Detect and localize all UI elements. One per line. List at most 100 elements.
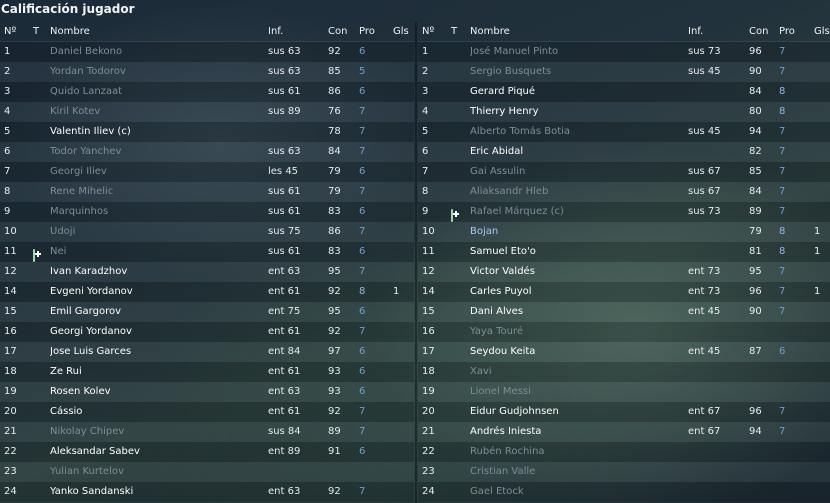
- table-row[interactable]: 21 Nikolay Chipev sus 84 89 7: [0, 422, 414, 442]
- player-condition: 97: [328, 346, 341, 357]
- player-info: sus 75: [268, 226, 301, 237]
- player-number: 2: [4, 66, 11, 77]
- table-row[interactable]: 6 Todor Yanchev sus 63 84 7: [0, 142, 414, 162]
- green-plus-icon: [451, 209, 453, 222]
- header-condition[interactable]: Con: [328, 26, 348, 37]
- table-row[interactable]: 3 Quido Lanzaat sus 61 86 6: [0, 82, 414, 102]
- player-info: ent 61: [268, 406, 301, 417]
- table-row[interactable]: 18 Ze Rui ent 61 93 6: [0, 362, 414, 382]
- header-condition[interactable]: Con: [749, 26, 769, 37]
- table-row[interactable]: 21 Andrés Iniesta ent 67 94 7: [418, 422, 830, 442]
- player-number: 19: [422, 386, 435, 397]
- table-row[interactable]: 22 Aleksandar Sabev ent 89 91 6: [0, 442, 414, 462]
- table-row[interactable]: 19 Lionel Messi: [418, 382, 830, 402]
- player-rating: 7: [359, 326, 366, 337]
- table-row[interactable]: 24 Yanko Sandanski ent 63 92 7: [0, 482, 414, 502]
- header-goals[interactable]: Gls: [814, 26, 830, 37]
- player-info: sus 73: [688, 206, 721, 217]
- table-row[interactable]: 23 Yulian Kurtelov: [0, 462, 414, 482]
- player-info: sus 63: [268, 66, 301, 77]
- table-row[interactable]: 24 Gael Etock: [418, 482, 830, 502]
- table-row[interactable]: 15 Emil Gargorov ent 75 95 6: [0, 302, 414, 322]
- table-row[interactable]: 16 Georgi Yordanov ent 61 92 7: [0, 322, 414, 342]
- table-row[interactable]: 5 Valentin Iliev (c) 78 7: [0, 122, 414, 142]
- table-row[interactable]: 20 Cássio ent 61 92 7: [0, 402, 414, 422]
- player-rating: 7: [359, 106, 366, 117]
- table-row[interactable]: 4 Kiril Kotev sus 89 76 7: [0, 102, 414, 122]
- table-row[interactable]: 17 Jose Luis Garces ent 84 97 6: [0, 342, 414, 362]
- table-row[interactable]: 9 Marquinhos sus 61 83 6: [0, 202, 414, 222]
- player-rating: 8: [779, 106, 786, 117]
- table-row[interactable]: 8 Rene Mihelic sus 61 79 7: [0, 182, 414, 202]
- player-info: sus 84: [268, 426, 301, 437]
- table-row[interactable]: 15 Dani Alves ent 45 90 7: [418, 302, 830, 322]
- player-condition: 94: [749, 426, 762, 437]
- player-condition: 91: [328, 446, 341, 457]
- player-info: ent 73: [688, 266, 721, 277]
- table-row[interactable]: 20 Eidur Gudjohnsen ent 67 96 7: [418, 402, 830, 422]
- player-condition: 79: [328, 186, 341, 197]
- player-number: 1: [4, 46, 11, 57]
- player-name: Yulian Kurtelov: [50, 466, 124, 477]
- table-row[interactable]: 4 Thierry Henry 80 8: [418, 102, 830, 122]
- header-type[interactable]: T: [451, 26, 458, 37]
- table-row[interactable]: 22 Rubén Rochina: [418, 442, 830, 462]
- table-row[interactable]: 2 Sergio Busquets sus 45 90 7: [418, 62, 830, 82]
- header-rating[interactable]: Pro: [359, 26, 375, 37]
- table-row[interactable]: 16 Yaya Touré: [418, 322, 830, 342]
- header-number[interactable]: Nº: [422, 26, 435, 37]
- player-rating: 6: [359, 306, 366, 317]
- table-row[interactable]: 1 José Manuel Pinto sus 73 96 7: [418, 42, 830, 62]
- table-row[interactable]: 18 Xavi: [418, 362, 830, 382]
- table-row[interactable]: 12 Ivan Karadzhov ent 63 95 7: [0, 262, 414, 282]
- table-row[interactable]: 14 Carles Puyol ent 73 96 7 1: [418, 282, 830, 302]
- table-row[interactable]: 23 Cristian Valle: [418, 462, 830, 482]
- page-title: Calificación jugador: [1, 2, 135, 16]
- table-row[interactable]: 3 Gerard Piqué 84 8: [418, 82, 830, 102]
- player-rating: 7: [779, 66, 786, 77]
- header-rating[interactable]: Pro: [779, 26, 795, 37]
- player-name: Andrés Iniesta: [470, 426, 542, 437]
- header-name[interactable]: Nombre: [470, 26, 510, 37]
- table-row[interactable]: 7 Georgi Iliev les 45 79 6: [0, 162, 414, 182]
- player-number: 4: [4, 106, 11, 117]
- player-rating: 7: [359, 406, 366, 417]
- table-row[interactable]: 17 Seydou Keita ent 45 87 6: [418, 342, 830, 362]
- player-name: Gai Assulin: [470, 166, 526, 177]
- table-row[interactable]: 11 Nei sus 61 83 6: [0, 242, 414, 262]
- table-row[interactable]: 8 Aliaksandr Hleb sus 67 84 7: [418, 182, 830, 202]
- player-name: Gerard Piqué: [470, 86, 536, 97]
- player-condition: 93: [328, 386, 341, 397]
- player-number: 6: [422, 146, 429, 157]
- table-row[interactable]: 9 Rafael Márquez (c) sus 73 89 7: [418, 202, 830, 222]
- table-row[interactable]: 11 Samuel Eto'o 81 8 1: [418, 242, 830, 262]
- header-name[interactable]: Nombre: [50, 26, 90, 37]
- table-row[interactable]: 10 Udoji sus 75 86 7: [0, 222, 414, 242]
- table-row[interactable]: 5 Alberto Tomás Botia sus 45 94 7: [418, 122, 830, 142]
- table-row[interactable]: 6 Eric Abidal 82 7: [418, 142, 830, 162]
- header-type[interactable]: T: [33, 26, 40, 37]
- player-number: 4: [422, 106, 429, 117]
- player-condition: 79: [749, 226, 762, 237]
- header-number[interactable]: Nº: [4, 26, 17, 37]
- player-info: sus 63: [268, 46, 301, 57]
- header-info[interactable]: Inf.: [688, 26, 704, 37]
- player-info: sus 61: [268, 246, 301, 257]
- player-rating: 7: [779, 166, 786, 177]
- table-row[interactable]: 7 Gai Assulin sus 67 85 7: [418, 162, 830, 182]
- header-info[interactable]: Inf.: [268, 26, 284, 37]
- player-info: ent 61: [268, 326, 301, 337]
- table-row[interactable]: 2 Yordan Todorov sus 63 85 5: [0, 62, 414, 82]
- table-row[interactable]: 1 Daniel Bekono sus 63 92 6: [0, 42, 414, 62]
- player-number: 17: [4, 346, 17, 357]
- player-condition: 93: [328, 366, 341, 377]
- player-rating: 7: [359, 226, 366, 237]
- header-goals[interactable]: Gls: [393, 26, 409, 37]
- player-info: ent 84: [268, 346, 301, 357]
- player-info: sus 89: [268, 106, 301, 117]
- table-row[interactable]: 12 Victor Valdés ent 73 95 7: [418, 262, 830, 282]
- player-condition: 76: [328, 106, 341, 117]
- table-row[interactable]: 19 Rosen Kolev ent 63 93 6: [0, 382, 414, 402]
- table-row[interactable]: 14 Evgeni Yordanov ent 61 92 8 1: [0, 282, 414, 302]
